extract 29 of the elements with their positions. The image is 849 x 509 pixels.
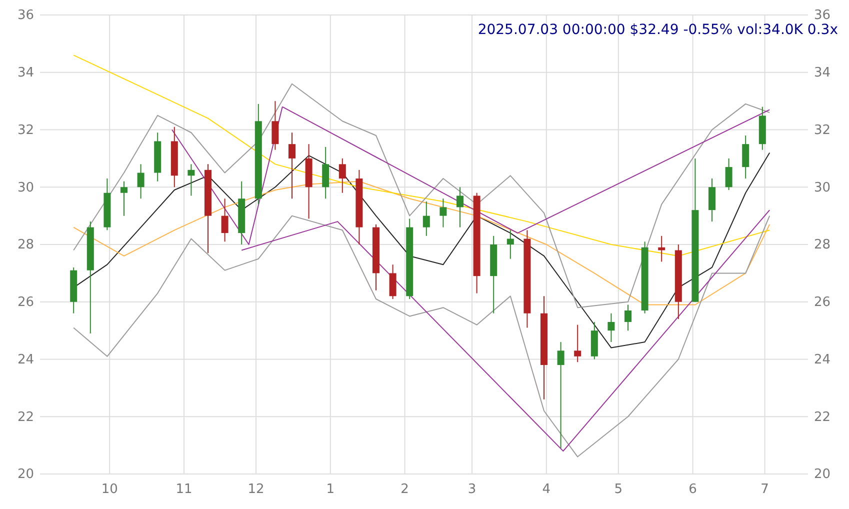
y2-tick-label: 32	[814, 122, 831, 138]
y-tick-label: 20	[17, 467, 34, 482]
y-tick-label: 36	[17, 8, 34, 24]
y2-tick-label: 20	[814, 467, 831, 482]
x-tick-label: 5	[614, 482, 623, 498]
y-tick-label: 28	[17, 238, 34, 253]
y2-tick-label: 26	[814, 295, 831, 310]
text: 2025.07.03 00:00:00 $32.49 -0.55% vol:34.0K 0.3x	[478, 22, 838, 38]
x-tick-label: 6	[688, 482, 697, 498]
y-tick-label: 32	[17, 122, 34, 138]
x-tick-label: 4	[542, 482, 551, 498]
x-tick-label: 10	[101, 482, 118, 498]
x-tick-label: 12	[248, 482, 264, 498]
y-tick-label: 30	[17, 180, 34, 196]
y2-tick-label: 24	[814, 352, 831, 368]
y-tick-label: 34	[17, 66, 34, 81]
y-tick-label: 22	[17, 410, 34, 425]
x-tick-label: 7	[760, 482, 769, 498]
x-tick-label: 1	[326, 482, 335, 498]
y2-tick-label: 30	[814, 180, 831, 196]
x-tick-label: 3	[468, 482, 476, 498]
y2-tick-label: 22	[814, 410, 831, 425]
y-tick-label: 24	[17, 352, 34, 368]
y2-tick-label: 34	[814, 66, 831, 81]
y-tick-label: 26	[17, 295, 34, 310]
y2-tick-label: 36	[814, 8, 831, 24]
x-tick-label: 11	[176, 482, 192, 498]
x-tick-label: 2	[400, 482, 409, 498]
y2-tick-label: 28	[814, 238, 831, 253]
